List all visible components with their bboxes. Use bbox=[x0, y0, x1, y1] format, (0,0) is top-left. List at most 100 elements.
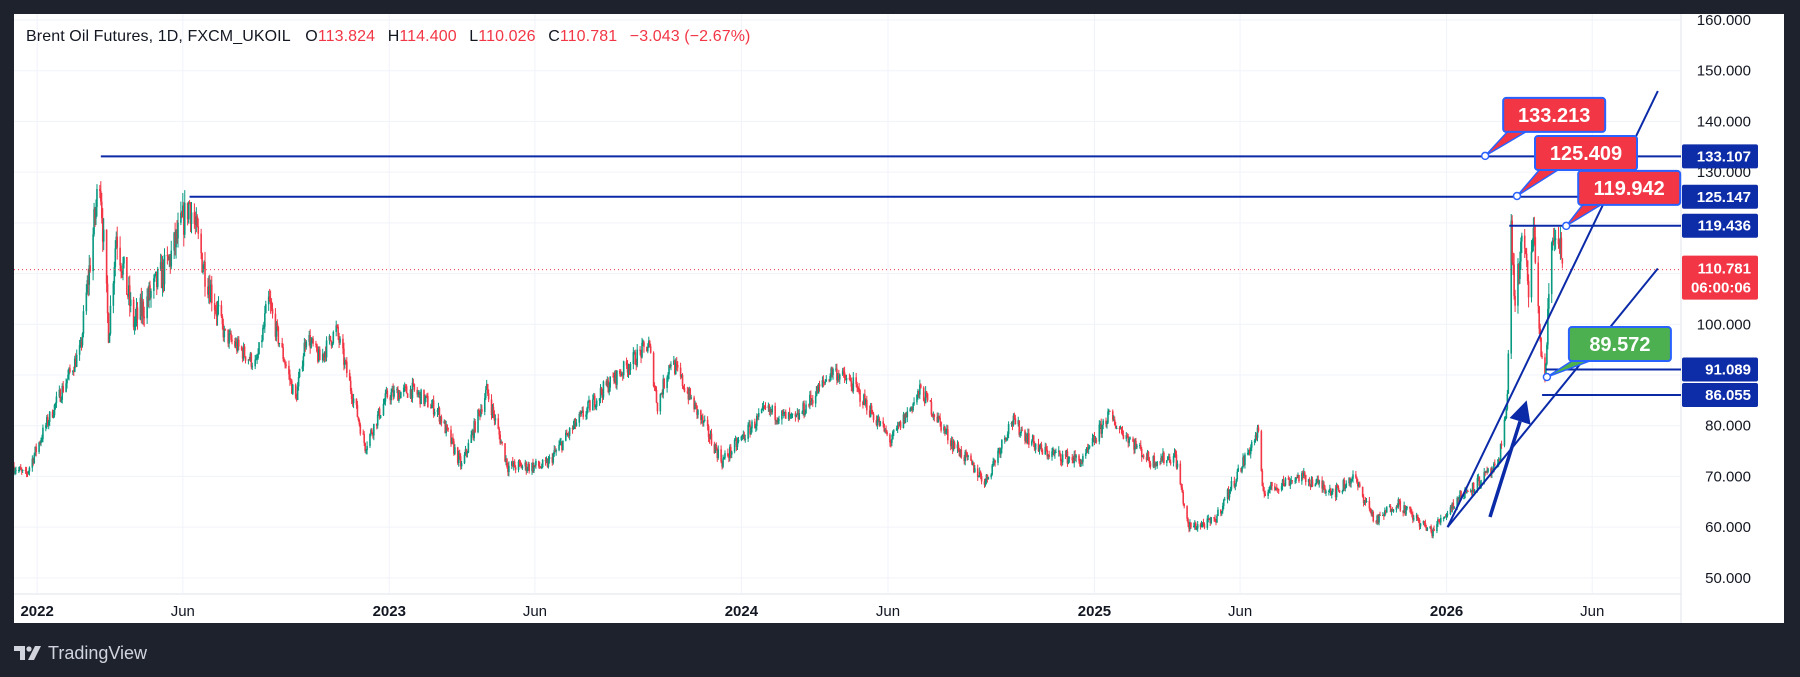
candle-body bbox=[288, 365, 290, 375]
candle-body bbox=[964, 451, 966, 462]
candle-body bbox=[21, 469, 24, 471]
candle-body bbox=[1080, 462, 1082, 467]
candle-body bbox=[100, 201, 103, 219]
candle-body bbox=[767, 405, 770, 409]
candle-body bbox=[1053, 451, 1055, 455]
candle-body bbox=[871, 413, 874, 415]
price-chart[interactable]: 133.213 125.409 119.942 89.572 50.000 60.000… bbox=[14, 14, 1784, 623]
candle-body bbox=[616, 370, 618, 385]
candle-body bbox=[985, 474, 988, 482]
candle-body bbox=[875, 419, 878, 425]
candle-body bbox=[966, 452, 968, 457]
candle-body bbox=[1304, 475, 1307, 483]
candle-body bbox=[229, 333, 231, 335]
candle-body bbox=[230, 333, 232, 340]
candle-body bbox=[1025, 436, 1027, 441]
candle-body bbox=[274, 313, 277, 337]
candle-body bbox=[419, 392, 421, 405]
candle-body bbox=[1098, 424, 1101, 442]
candle-body bbox=[895, 427, 898, 431]
callout-box[interactable] bbox=[1577, 169, 1682, 206]
candle-body bbox=[1039, 444, 1042, 448]
callout-box[interactable] bbox=[1502, 96, 1607, 133]
candle-body bbox=[358, 420, 361, 425]
candle-body bbox=[291, 380, 293, 394]
candle-body bbox=[155, 271, 158, 288]
candle-body bbox=[978, 471, 981, 477]
candle-body bbox=[305, 341, 308, 348]
candle-body bbox=[73, 371, 75, 373]
candle-body bbox=[478, 409, 480, 412]
candle-body bbox=[1343, 480, 1346, 489]
candle-body bbox=[708, 437, 711, 439]
candle-body bbox=[310, 341, 312, 348]
candle-body bbox=[1337, 487, 1340, 491]
candle-body bbox=[729, 446, 732, 455]
drawings[interactable]: 133.213 125.409 119.942 89.572 bbox=[14, 90, 1682, 528]
candle-body bbox=[1377, 515, 1379, 523]
candle-body bbox=[481, 409, 483, 412]
candle-body bbox=[1480, 483, 1483, 485]
callout-pointer[interactable] bbox=[1484, 129, 1532, 157]
candle-body bbox=[526, 469, 529, 472]
candle-body bbox=[1075, 455, 1077, 458]
candle-body bbox=[1079, 460, 1081, 467]
candle-body bbox=[1503, 419, 1506, 446]
candle-body bbox=[1183, 503, 1185, 507]
candle-body bbox=[1517, 264, 1519, 306]
candle-body bbox=[938, 415, 940, 418]
arrow-shaft[interactable] bbox=[1488, 420, 1522, 518]
candle-body bbox=[864, 394, 866, 405]
candle-body bbox=[986, 474, 989, 480]
candle-body bbox=[88, 265, 91, 285]
candle-body bbox=[465, 449, 468, 454]
tradingview-logo[interactable]: TradingView bbox=[14, 641, 147, 665]
candle-body bbox=[1059, 453, 1062, 462]
candle-body bbox=[1166, 460, 1168, 463]
candle-body bbox=[1500, 443, 1503, 446]
candle-body bbox=[1058, 450, 1061, 454]
candle-body bbox=[572, 425, 575, 430]
candle-body bbox=[355, 398, 358, 405]
candle-body bbox=[1316, 479, 1319, 481]
candle-body bbox=[1431, 531, 1433, 537]
candle-body bbox=[1464, 489, 1466, 499]
candle-body bbox=[1415, 514, 1418, 519]
callout-anchor[interactable] bbox=[1561, 221, 1571, 231]
candle-body bbox=[625, 361, 628, 366]
candle-body bbox=[1438, 519, 1440, 522]
trend-line[interactable] bbox=[1446, 267, 1659, 528]
callout-anchor[interactable] bbox=[1512, 191, 1522, 201]
candle-body bbox=[1041, 449, 1044, 455]
callout-box[interactable] bbox=[1567, 326, 1672, 363]
candle-body bbox=[116, 236, 119, 248]
callout-anchor[interactable] bbox=[1480, 151, 1490, 161]
last-price-tag bbox=[1682, 255, 1758, 300]
candle-body bbox=[231, 339, 233, 342]
candle-body bbox=[379, 415, 382, 418]
candle-body bbox=[132, 299, 135, 328]
candle-body bbox=[62, 385, 64, 392]
candle-body bbox=[392, 388, 394, 397]
candle-body bbox=[1031, 435, 1034, 442]
candle-body bbox=[1114, 425, 1117, 429]
candle-body bbox=[1477, 476, 1480, 478]
candle-body bbox=[338, 336, 340, 343]
arrow-head[interactable] bbox=[1509, 400, 1531, 425]
candle-body bbox=[998, 449, 1000, 451]
candle-body bbox=[356, 404, 359, 417]
callout-anchor[interactable] bbox=[1542, 372, 1552, 382]
candle-body bbox=[679, 367, 682, 377]
change-value: −3.043 (−2.67%) bbox=[629, 28, 751, 45]
price-level-tag-label: 125.147 bbox=[1697, 189, 1751, 206]
candle-body bbox=[256, 358, 258, 360]
candle-body bbox=[242, 346, 245, 359]
candle-body bbox=[228, 333, 230, 344]
candle-body bbox=[411, 382, 414, 399]
candle-body bbox=[740, 436, 743, 440]
chart-panel[interactable]: 133.213 125.409 119.942 89.572 50.000 60.000… bbox=[14, 14, 1784, 623]
candle-body bbox=[432, 400, 435, 415]
candle-body bbox=[52, 415, 55, 418]
candle-body bbox=[830, 368, 832, 376]
candle-body bbox=[997, 450, 999, 463]
